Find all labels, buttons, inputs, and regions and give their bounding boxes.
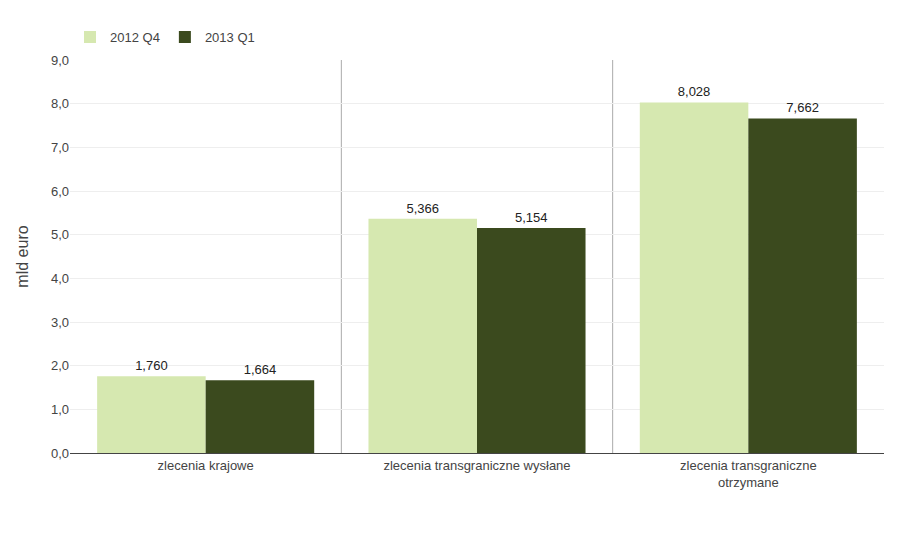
svg-text:1,760: 1,760 [135, 358, 168, 373]
svg-text:zlecenia krajowe: zlecenia krajowe [158, 458, 254, 473]
svg-text:5,366: 5,366 [406, 201, 439, 216]
svg-text:3,0: 3,0 [51, 315, 69, 330]
svg-text:mld euro: mld euro [14, 225, 31, 287]
svg-text:1,0: 1,0 [51, 402, 69, 417]
svg-text:5,154: 5,154 [515, 210, 548, 225]
svg-text:zlecenia transgraniczneotrzyma: zlecenia transgraniczneotrzymane [680, 458, 817, 490]
svg-text:7,0: 7,0 [51, 140, 69, 155]
svg-text:7,662: 7,662 [786, 100, 819, 115]
svg-text:2,0: 2,0 [51, 358, 69, 373]
svg-text:9,0: 9,0 [51, 53, 69, 68]
svg-text:zlecenia transgraniczne wysłan: zlecenia transgraniczne wysłane [383, 458, 570, 473]
svg-text:6,0: 6,0 [51, 184, 69, 199]
svg-text:8,0: 8,0 [51, 96, 69, 111]
svg-text:4,0: 4,0 [51, 271, 69, 286]
svg-text:5,0: 5,0 [51, 227, 69, 242]
svg-text:1,664: 1,664 [244, 362, 277, 377]
svg-text:0,0: 0,0 [51, 446, 69, 461]
svg-text:2012 Q4: 2012 Q4 [110, 30, 160, 45]
svg-text:2013 Q1: 2013 Q1 [205, 30, 255, 45]
svg-text:8,028: 8,028 [678, 84, 711, 99]
